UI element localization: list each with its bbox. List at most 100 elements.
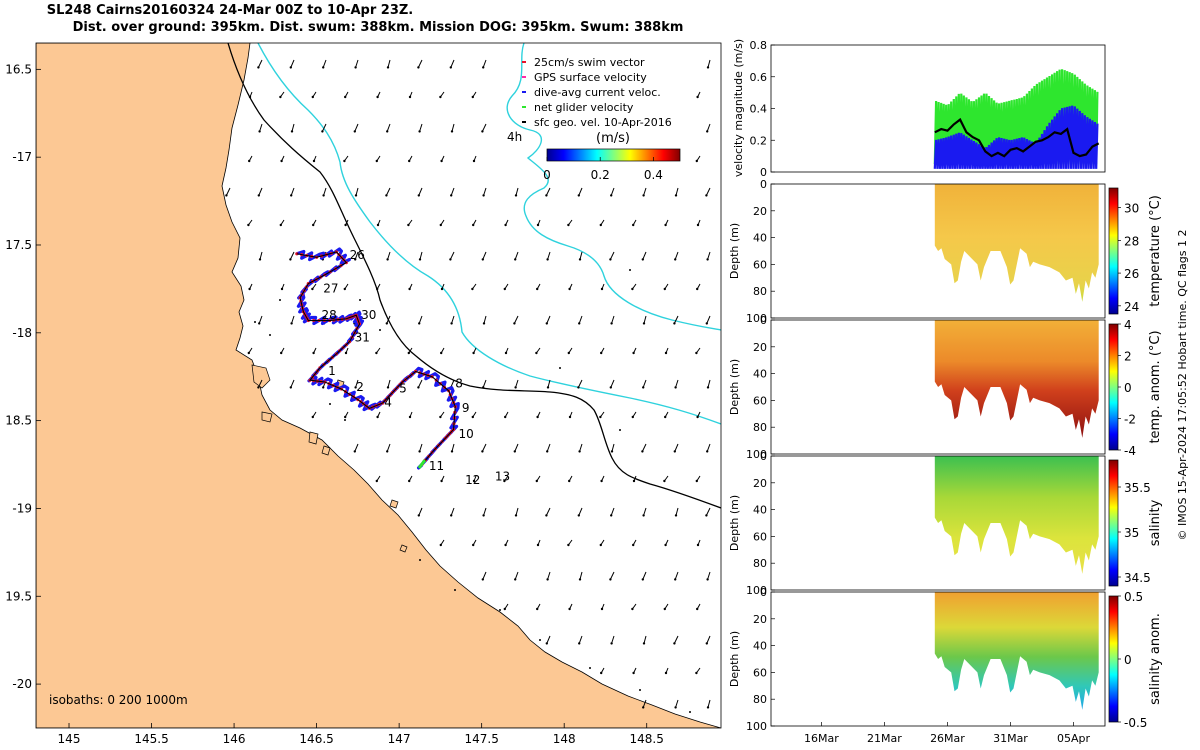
geo-velocity-vector	[354, 443, 359, 452]
geo-velocity-vector	[545, 507, 551, 516]
geo-velocity-vector-head	[706, 386, 710, 389]
map-xtick-label: 146.5	[299, 732, 333, 746]
geo-velocity-vector-head	[482, 322, 486, 325]
geo-velocity-vector-head	[536, 287, 539, 291]
geo-velocity-vector-head	[578, 642, 581, 645]
section-colorbar-tick-label: 30	[1124, 202, 1139, 216]
geo-velocity-vector-head	[408, 95, 412, 99]
geo-velocity-vector	[419, 123, 423, 132]
geo-velocity-vector-head	[439, 95, 442, 99]
geo-velocity-vector-head	[641, 450, 644, 453]
title-line-2: Dist. over ground: 395km. Dist. swum: 38…	[72, 20, 684, 35]
geo-velocity-vector	[481, 123, 487, 132]
legend-net-velocity: net glider velocity	[534, 101, 634, 114]
geo-velocity-vector	[642, 379, 647, 388]
geo-velocity-vector-head	[642, 194, 645, 197]
geo-velocity-vector	[641, 443, 647, 452]
isobath-200m-reef	[506, 43, 721, 331]
geo-velocity-vector-head	[354, 386, 357, 389]
section-colorbar-tick-label: 0	[1124, 653, 1132, 667]
geo-velocity-vector-head	[514, 514, 518, 517]
geo-velocity-vector-head	[344, 95, 347, 99]
geo-velocity-vector-head	[449, 258, 452, 261]
geo-velocity-vector-head	[439, 223, 442, 227]
section-colorbar-tick-label: 34.5	[1124, 571, 1151, 585]
geo-velocity-vector-head	[513, 322, 516, 325]
track-day-label: 30	[361, 308, 376, 322]
geo-velocity-vector	[418, 187, 423, 196]
map-latitude-ticks: 16.5 -17 17.5 -18 18.5 -19 19.5 -20	[5, 62, 41, 691]
geo-velocity-vector	[257, 59, 263, 68]
geo-velocity-vector-head	[577, 514, 580, 517]
geo-velocity-vector	[483, 187, 487, 196]
geo-velocity-vector	[291, 315, 295, 324]
geo-velocity-vector-head	[706, 66, 710, 69]
geo-velocity-vector-head	[631, 287, 634, 291]
geo-velocity-vector	[225, 187, 231, 196]
geo-velocity-vector	[418, 315, 423, 324]
geo-velocity-vector	[610, 187, 615, 196]
geo-velocity-vector-head	[504, 543, 507, 547]
geo-velocity-vector-head	[312, 351, 315, 355]
velocity-ytick-label: 0.4	[750, 103, 768, 116]
section-colorbar-tick-label: -2	[1124, 413, 1136, 427]
geo-velocity-vector	[579, 251, 583, 260]
geo-velocity-vector-head	[408, 287, 411, 291]
geo-velocity-vector-head	[247, 351, 250, 355]
geo-velocity-vector-head	[609, 258, 612, 261]
geo-velocity-vector-head	[599, 223, 602, 227]
geo-velocity-vector	[513, 315, 519, 324]
geo-velocity-vector-head	[545, 322, 548, 325]
depth-tick-label: 40	[753, 504, 767, 517]
geo-velocity-vector	[674, 571, 679, 580]
geo-velocity-vector-head	[450, 450, 454, 453]
geo-velocity-vector	[323, 187, 327, 196]
geo-velocity-vector-head	[321, 130, 324, 133]
geo-velocity-vector	[673, 635, 679, 644]
geo-velocity-vector	[707, 379, 711, 388]
map-ytick-label: 19.5	[5, 589, 32, 603]
geo-velocity-vector-head	[642, 642, 646, 645]
geo-velocity-vector-head	[386, 66, 390, 69]
depth-tick-label: 100	[746, 584, 767, 597]
title-line-1: SL248 Cairns20160324 24-Mar 00Z to 10-Ap…	[46, 3, 414, 18]
scale-4h-label: 4h	[507, 130, 522, 144]
geo-velocity-vector-head	[664, 351, 668, 355]
geo-velocity-vector-head	[311, 287, 314, 291]
geo-velocity-vector-head	[247, 223, 250, 227]
geo-velocity-vector-head	[664, 671, 668, 675]
geo-velocity-vector-head	[417, 194, 420, 197]
geo-velocity-vector-head	[289, 386, 292, 389]
depth-ylabel: Depth (m)	[728, 223, 741, 279]
geo-velocity-vector-head	[706, 706, 710, 709]
section-colorbar-tick-label: 28	[1124, 234, 1139, 248]
geo-velocity-vector-head	[674, 578, 677, 581]
colorbar-tick-label: 0.4	[644, 168, 663, 182]
geo-velocity-vector-head	[503, 607, 506, 611]
depth-tick-label: 60	[753, 530, 767, 543]
geo-velocity-vector-head	[386, 386, 390, 389]
geo-velocity-vector-head	[482, 194, 485, 197]
geo-velocity-vector	[514, 443, 519, 452]
geo-velocity-vector-head	[567, 223, 570, 227]
geo-velocity-vector	[545, 187, 551, 196]
geo-velocity-vector	[449, 251, 455, 260]
section-frame	[770, 591, 1106, 727]
time-tick-label: 21Mar	[867, 732, 902, 745]
geo-velocity-vector-head	[280, 351, 283, 355]
geo-velocity-vector-head	[472, 479, 476, 483]
geo-velocity-vector-head	[599, 415, 602, 419]
geo-velocity-vector-head	[408, 159, 411, 163]
geo-velocity-vector-head	[376, 223, 380, 227]
geo-velocity-vector-head	[545, 194, 548, 197]
geo-velocity-vector	[289, 251, 295, 260]
depth-tick-label: 100	[746, 312, 767, 325]
map-ytick-label: -20	[12, 677, 32, 691]
section-data-field	[934, 320, 1099, 438]
geo-velocity-vector-head	[471, 95, 474, 99]
geo-velocity-vector-head	[504, 415, 507, 419]
map-longitude-ticks: 145 145.5 146 146.5 147 147.5 148 148.5	[58, 723, 664, 746]
geo-velocity-vector-head	[610, 194, 613, 197]
depth-tick-label: 20	[753, 477, 767, 490]
section-colorbar-tick-label: 35.5	[1124, 481, 1151, 495]
